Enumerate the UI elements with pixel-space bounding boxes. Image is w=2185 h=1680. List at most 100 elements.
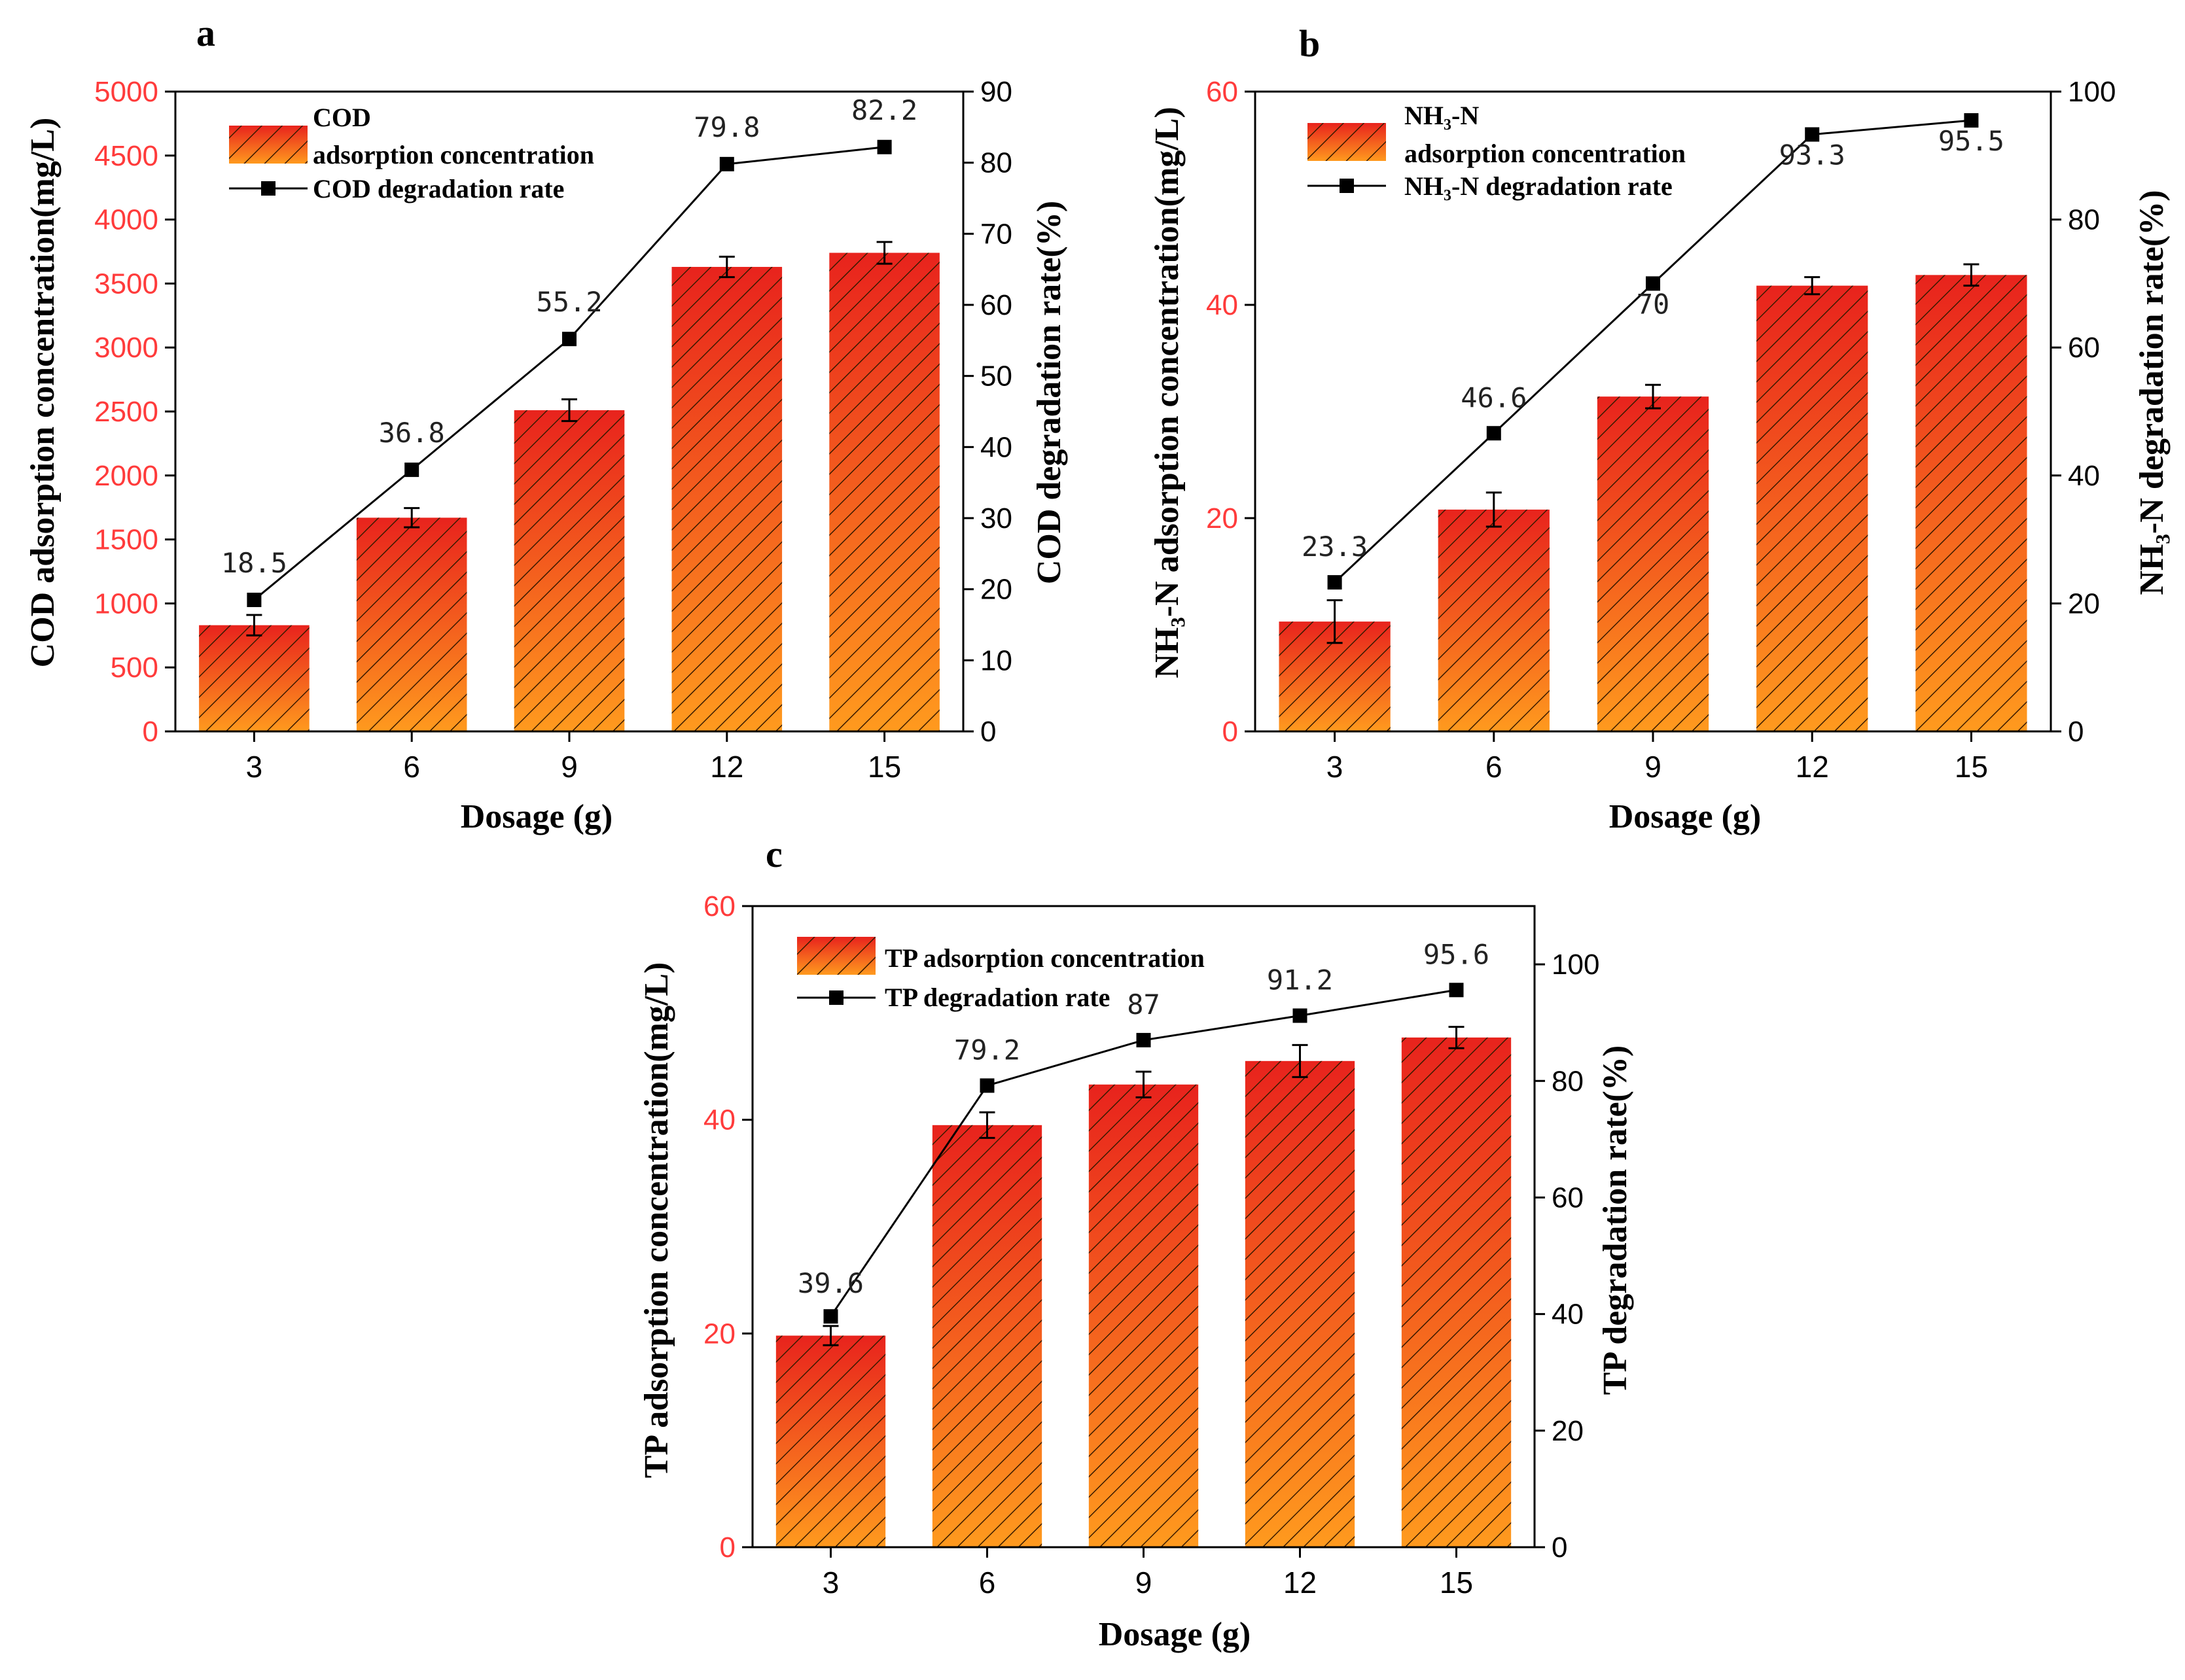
x-tick-label: 15: [1955, 750, 1988, 784]
panel-b-legend-bar-line2: adsorption concentration: [1404, 139, 1686, 168]
error-bar-b-12: [1804, 276, 1821, 296]
rate-marker-a-9: [562, 332, 577, 347]
x-tick-label: 3: [246, 750, 263, 784]
panel-a-data-labels: 18.5 36.8 55.2 79.8 82.2: [221, 94, 917, 579]
bar-hatch-a-9: [514, 410, 625, 731]
right-tick-label: 10: [980, 644, 1012, 676]
x-tick-label: 15: [1440, 1566, 1473, 1600]
rate-label-c-3: 39.6: [798, 1267, 864, 1299]
bar-hatch-b-9: [1597, 396, 1709, 731]
left-tick-label: 5000: [94, 76, 158, 108]
error-bar-c-15: [1448, 1026, 1465, 1049]
panel-c-legend-bar-swatch-hatch: [797, 937, 876, 975]
bar-hatch-c-15: [1401, 1037, 1512, 1547]
rate-marker-b-15: [1964, 113, 1979, 128]
panel-a-right-title: COD degradation rate(%): [1031, 201, 1068, 584]
rate-label-b-9: 70: [1637, 288, 1670, 320]
left-tick-label: 40: [1206, 289, 1238, 321]
bar-hatch-a-6: [356, 517, 467, 731]
error-bar-b-6: [1485, 491, 1502, 528]
right-tick-label: 70: [980, 218, 1012, 250]
panel-c-x-title: Dosage (g): [1099, 1616, 1251, 1653]
x-tick-label: 12: [1283, 1566, 1317, 1600]
bar-hatch-c-9: [1088, 1084, 1199, 1547]
x-tick-label: 12: [710, 750, 743, 784]
right-tick-label: 100: [1552, 949, 1599, 981]
rate-label-b-3: 23.3: [1302, 531, 1368, 563]
panel-a-left-ticks: 0 500 1000 1500 2000 2500 3000 3500 4000 4500 5000: [94, 76, 175, 748]
left-tick-label: 60: [1206, 76, 1238, 108]
panel-b-bars: [1279, 275, 2027, 731]
panel-a-legend-bar-line1: COD: [313, 103, 371, 132]
left-tick-label: 4000: [94, 204, 158, 236]
error-bar-c-12: [1292, 1043, 1308, 1078]
panel-b-rate-line: [1327, 113, 1979, 590]
error-bar-a-15: [876, 241, 893, 265]
error-bar-a-3: [246, 614, 262, 637]
x-tick-label: 3: [1326, 750, 1343, 784]
panel-b-right-ticks: 0 20 40 60 80 100: [2051, 76, 2116, 748]
left-tick-label: 20: [703, 1318, 736, 1350]
bar-hatch-c-12: [1245, 1060, 1355, 1547]
left-tick-label: 500: [111, 652, 158, 684]
panel-a-left-title: COD adsorption concentration(mg/L): [24, 118, 62, 668]
right-tick-label: 100: [2068, 76, 2116, 108]
panel-c-left-ticks: 0 20 40 60: [703, 890, 753, 1564]
panel-c-right-ticks: 0 20 40 60 80 100: [1535, 949, 1599, 1564]
rate-label-c-6: 79.2: [954, 1034, 1020, 1066]
rate-marker-b-3: [1327, 575, 1342, 590]
panel-a-rate-line: [247, 139, 892, 607]
left-tick-label: 60: [703, 890, 736, 922]
rate-marker-c-6: [980, 1078, 995, 1093]
panel-a-x-title: Dosage (g): [461, 798, 613, 835]
bar-hatch-a-12: [671, 266, 783, 731]
panel-a-legend: COD adsorption concentration COD degrada…: [229, 103, 594, 203]
rate-label-a-12: 79.8: [694, 111, 760, 143]
x-tick-label: 6: [403, 750, 420, 784]
panel-b-letter: b: [1299, 22, 1320, 65]
rate-label-b-12: 93.3: [1779, 139, 1845, 171]
x-tick-label: 9: [1135, 1566, 1152, 1600]
right-tick-label: 50: [980, 360, 1012, 393]
panel-b-legend-bar-line1: NH₃-N: [1404, 101, 1479, 130]
right-tick-label: 40: [2068, 460, 2100, 492]
x-tick-label: 9: [1644, 750, 1661, 784]
rate-marker-b-12: [1805, 127, 1820, 142]
rate-marker-c-12: [1292, 1008, 1307, 1023]
right-tick-label: 40: [980, 431, 1012, 463]
panel-a-error-bars: [246, 241, 893, 637]
rate-label-a-6: 36.8: [379, 417, 445, 449]
panel-b-legend-line-label: NH₃-N degradation rate: [1404, 171, 1673, 201]
error-bar-c-6: [979, 1111, 995, 1139]
left-tick-label: 1000: [94, 587, 158, 620]
panel-c-bars: [775, 1037, 1512, 1547]
left-tick-label: 4500: [94, 140, 158, 172]
rate-label-a-3: 18.5: [221, 547, 287, 579]
bar-hatch-b-15: [1915, 275, 2027, 731]
error-bar-b-15: [1963, 263, 1980, 287]
x-tick-label: 9: [561, 750, 578, 784]
right-tick-label: 0: [1552, 1531, 1567, 1564]
rate-marker-c-15: [1449, 983, 1464, 998]
rate-label-a-15: 82.2: [851, 94, 917, 126]
right-tick-label: 40: [1552, 1299, 1584, 1331]
error-bar-a-12: [719, 255, 735, 279]
bar-hatch-b-12: [1756, 285, 1868, 731]
right-tick-label: 20: [1552, 1415, 1584, 1447]
right-tick-label: 20: [980, 574, 1012, 606]
left-tick-label: 0: [1222, 716, 1238, 748]
panel-a-legend-line-label: COD degradation rate: [313, 174, 564, 203]
panel-b-x-title: Dosage (g): [1609, 798, 1762, 835]
rate-marker-b-6: [1486, 426, 1501, 441]
right-tick-label: 20: [2068, 587, 2100, 620]
right-tick-label: 0: [980, 716, 996, 748]
panel-c-chart: 0 20 40 60 0 20 40 60 80 100 3 6 9 12 15 39.6 79.2 87 9…: [638, 890, 1634, 1653]
rate-label-c-15: 95.6: [1423, 938, 1489, 970]
rate-marker-a-6: [404, 463, 419, 478]
panel-b-left-ticks: 0 20 40 60: [1206, 76, 1255, 748]
panel-a-x-ticks: 3 6 9 12 15: [246, 731, 901, 784]
panel-c-letter: c: [766, 833, 783, 875]
left-tick-label: 2500: [94, 396, 158, 428]
x-tick-label: 6: [979, 1566, 996, 1600]
